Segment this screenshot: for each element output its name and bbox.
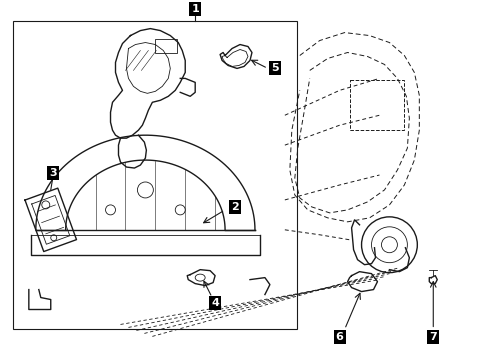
Text: 5: 5 [271,63,279,73]
Bar [13,21,297,329]
Text: 7: 7 [429,332,437,342]
Text: 3: 3 [49,168,56,178]
Text: 4: 4 [211,297,219,307]
Bar [349,80,404,130]
Bar [155,39,177,54]
Text: 6: 6 [336,332,343,342]
Text: 1: 1 [191,4,199,14]
Text: 2: 2 [231,202,239,212]
